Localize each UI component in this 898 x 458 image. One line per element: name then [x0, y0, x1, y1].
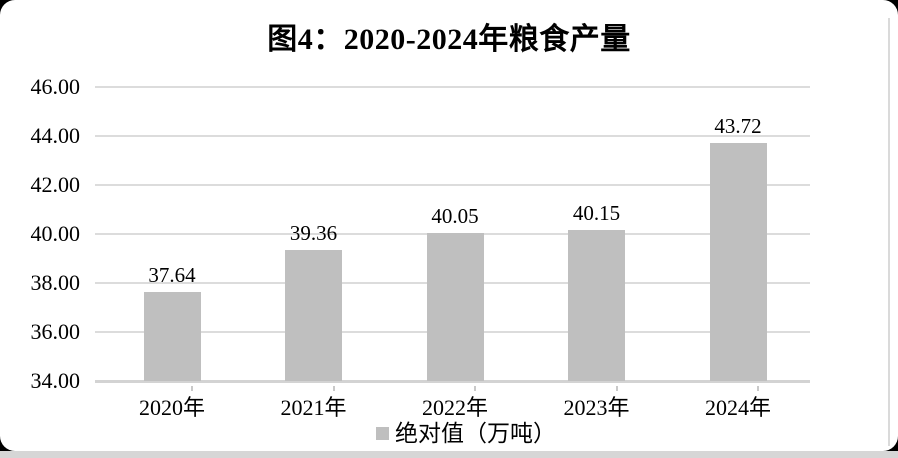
gridline — [95, 135, 810, 137]
bar-value-label: 37.64 — [148, 262, 196, 287]
y-axis-tick-label: 36.00 — [30, 319, 81, 344]
x-axis-category-label: 2024年 — [704, 395, 771, 420]
x-axis-category-label: 2022年 — [421, 395, 488, 420]
x-axis-line — [95, 380, 810, 383]
bar-2022年 — [426, 232, 484, 381]
y-axis-tick-label: 40.00 — [30, 221, 81, 246]
bar-value-label: 39.36 — [289, 220, 338, 245]
x-axis-tick — [757, 386, 759, 391]
legend-label: 绝对值（万吨） — [395, 421, 556, 446]
gridline — [95, 86, 810, 88]
x-axis-category-label: 2023年 — [563, 395, 630, 420]
bar-2020年 — [143, 291, 201, 381]
x-axis-tick — [615, 386, 618, 391]
legend-swatch-icon — [376, 427, 389, 440]
chart-legend: 绝对值（万吨） — [17, 420, 898, 447]
y-axis-tick-label: 34.00 — [30, 368, 81, 393]
gridline — [95, 184, 810, 186]
x-axis-tick — [332, 386, 335, 391]
x-axis-tick — [191, 386, 193, 391]
bar-2024年 — [709, 142, 767, 381]
x-axis-tick — [474, 386, 476, 391]
chart-title: 图4：2020-2024年粮食产量 — [267, 23, 631, 56]
bar-value-label: 40.05 — [431, 203, 479, 228]
bottom-strip — [0, 451, 898, 458]
y-axis-tick-label: 44.00 — [30, 123, 81, 148]
right-edge-line — [888, 18, 890, 446]
x-axis-category-label: 2021年 — [280, 395, 347, 420]
bar-value-label: 40.15 — [572, 201, 621, 226]
bar-2023年 — [568, 230, 625, 381]
y-axis-tick-label: 42.00 — [30, 172, 81, 197]
y-axis-tick-label: 38.00 — [30, 270, 81, 295]
x-axis-category-label: 2020年 — [138, 395, 205, 420]
y-axis-tick-label: 46.00 — [30, 74, 81, 99]
bar-2021年 — [285, 249, 342, 381]
bar-value-label: 43.72 — [714, 113, 762, 138]
